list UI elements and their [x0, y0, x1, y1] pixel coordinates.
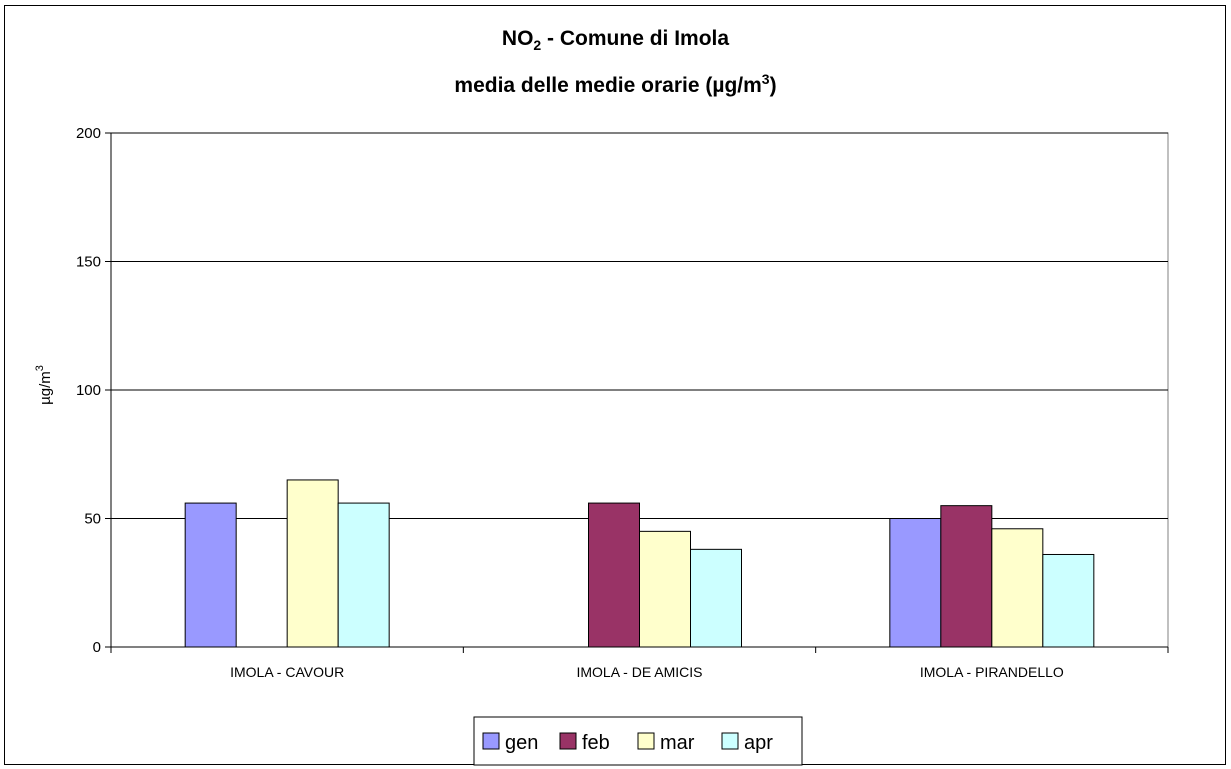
chart-subtitle: media delle medie orarie (µg/m3) [454, 71, 777, 97]
y-tick-label: 0 [93, 639, 101, 656]
bar-feb [940, 505, 993, 648]
y-tick-label: 100 [76, 382, 101, 399]
bar-gen [184, 502, 237, 648]
x-category-label: IMOLA - PIRANDELLO [920, 664, 1064, 680]
bar-apr [690, 548, 742, 648]
legend-swatch-apr [721, 732, 739, 750]
y-axis-label-superscript: 3 [34, 365, 46, 371]
bar-mar [286, 479, 339, 648]
bar-mar [991, 528, 1044, 648]
legend-swatch-feb [559, 732, 577, 750]
bar-mar [639, 530, 691, 648]
y-tick-label: 50 [84, 511, 101, 528]
legend-swatch-mar [637, 732, 655, 750]
legend-label-apr: apr [744, 732, 773, 754]
x-category-label: IMOLA - DE AMICIS [576, 664, 702, 680]
x-category-label: IMOLA - CAVOUR [230, 664, 344, 680]
chart-title: NO2 - Comune di Imola [501, 27, 730, 54]
y-tick-label: 200 [76, 125, 101, 142]
legend-swatch-gen [482, 732, 500, 750]
bar-feb [588, 502, 640, 648]
y-tick-label: 150 [76, 254, 101, 271]
y-axis-label: µg/m3 [34, 365, 54, 405]
legend-label-feb: feb [582, 732, 610, 754]
bar-gen [889, 518, 942, 648]
bar-apr [337, 502, 390, 648]
legend-label-gen: gen [505, 732, 538, 754]
legend-label-mar: mar [660, 732, 695, 754]
bar-apr [1042, 553, 1095, 648]
